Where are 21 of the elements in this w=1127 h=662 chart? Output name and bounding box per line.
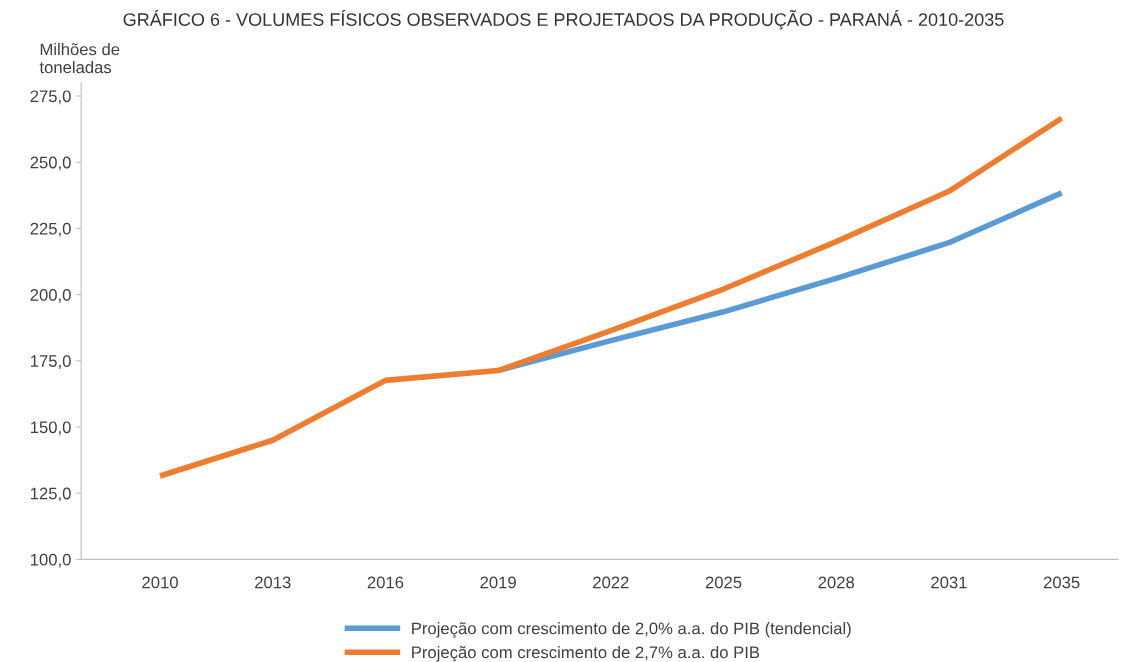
x-tick-label: 2013	[255, 576, 291, 589]
y-axis-title: Milhões de toneladas	[39, 43, 120, 74]
x-tick-label: 2016	[367, 576, 404, 589]
legend-label: Projeção com crescimento de 2,7% a.a. do PIB	[412, 646, 760, 662]
x-tick-label: 2019	[480, 576, 516, 589]
y-tick-label: 125,0	[30, 487, 71, 502]
y-tick-label: 175,0	[30, 355, 71, 369]
x-tick-label: 2035	[1043, 576, 1080, 589]
y-tick-label: 250,0	[30, 156, 71, 171]
y-tick-label: 200,0	[30, 288, 71, 303]
y-tick-label: 100,0	[30, 553, 71, 568]
chart-title: GRÁFICO 6 - VOLUMES FÍSICOS OBSERVADOS E PROJETADOS DA PRODUÇÃO - PARANÁ - 2010-2035	[123, 9, 1004, 30]
x-tick-label: 2025	[705, 576, 742, 589]
x-tick-label: 2022	[593, 576, 629, 589]
x-tick-label: 2031	[931, 576, 967, 589]
y-tick-label: 225,0	[30, 222, 71, 237]
x-tick-label: 2028	[818, 576, 855, 589]
y-tick-label: 150,0	[30, 421, 71, 436]
x-tick-label: 2010	[142, 576, 178, 589]
legend-label: Projeção com crescimento de 2,0% a.a. do PIB (tendencial)	[412, 622, 851, 638]
y-tick-label: 275,0	[30, 90, 71, 105]
